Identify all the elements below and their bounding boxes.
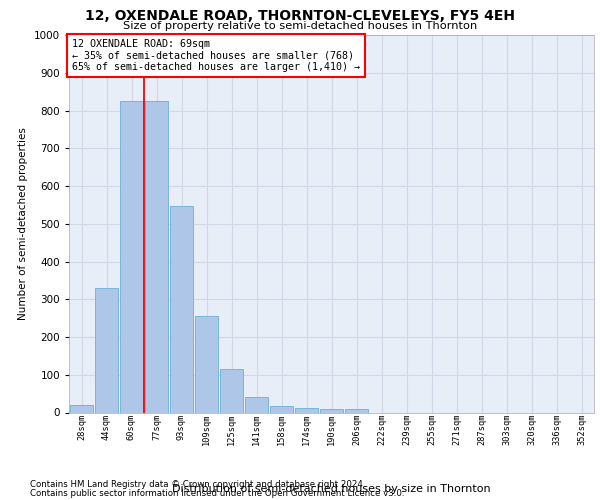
Text: Size of property relative to semi-detached houses in Thornton: Size of property relative to semi-detach… bbox=[123, 21, 477, 31]
Text: Contains public sector information licensed under the Open Government Licence v3: Contains public sector information licen… bbox=[30, 488, 404, 498]
Text: 12 OXENDALE ROAD: 69sqm
← 35% of semi-detached houses are smaller (768)
65% of s: 12 OXENDALE ROAD: 69sqm ← 35% of semi-de… bbox=[71, 39, 359, 72]
Bar bbox=[345, 408, 368, 412]
X-axis label: Distribution of semi-detached houses by size in Thornton: Distribution of semi-detached houses by … bbox=[172, 484, 491, 494]
Bar bbox=[70, 405, 93, 412]
Text: 12, OXENDALE ROAD, THORNTON-CLEVELEYS, FY5 4EH: 12, OXENDALE ROAD, THORNTON-CLEVELEYS, F… bbox=[85, 9, 515, 23]
Bar bbox=[320, 410, 343, 412]
Bar bbox=[245, 396, 268, 412]
Bar bbox=[170, 206, 193, 412]
Bar bbox=[120, 101, 143, 412]
Bar bbox=[220, 369, 243, 412]
Bar bbox=[95, 288, 118, 412]
Bar bbox=[145, 101, 168, 412]
Y-axis label: Number of semi-detached properties: Number of semi-detached properties bbox=[18, 128, 28, 320]
Text: Contains HM Land Registry data © Crown copyright and database right 2024.: Contains HM Land Registry data © Crown c… bbox=[30, 480, 365, 489]
Bar bbox=[270, 406, 293, 412]
Bar bbox=[295, 408, 318, 412]
Bar bbox=[195, 316, 218, 412]
